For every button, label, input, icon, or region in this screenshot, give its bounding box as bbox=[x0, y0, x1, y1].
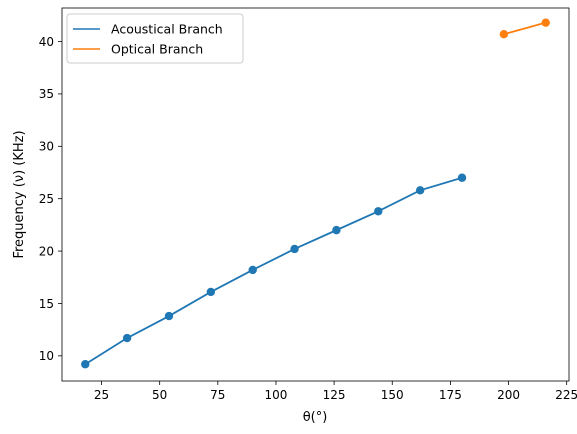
data-point-acoustical-branch bbox=[332, 226, 340, 234]
data-point-acoustical-branch bbox=[81, 360, 89, 368]
x-tick-label: 25 bbox=[94, 388, 109, 402]
x-tick-label: 125 bbox=[323, 388, 346, 402]
x-tick-label: 100 bbox=[265, 388, 288, 402]
y-tick-label: 30 bbox=[39, 140, 54, 154]
data-point-acoustical-branch bbox=[458, 174, 466, 182]
data-point-acoustical-branch bbox=[290, 245, 298, 253]
y-tick-label: 25 bbox=[39, 192, 54, 206]
x-axis-label: θ(°) bbox=[303, 410, 328, 425]
y-tick-label: 20 bbox=[39, 244, 54, 258]
legend: Acoustical Branch Optical Branch bbox=[67, 14, 243, 63]
y-tick-label: 10 bbox=[39, 349, 54, 363]
x-tick-label: 150 bbox=[381, 388, 404, 402]
y-tick-label: 35 bbox=[39, 87, 54, 101]
y-tick-label: 15 bbox=[39, 297, 54, 311]
data-point-optical-branch bbox=[542, 18, 550, 26]
legend-label-optical: Optical Branch bbox=[111, 42, 203, 57]
y-axis-ticks: 10 15 20 25 30 35 40 bbox=[39, 35, 62, 363]
data-point-acoustical-branch bbox=[249, 266, 257, 274]
x-tick-label: 75 bbox=[210, 388, 225, 402]
y-tick-label: 40 bbox=[39, 35, 54, 49]
x-tick-label: 175 bbox=[439, 388, 462, 402]
data-point-optical-branch bbox=[500, 30, 508, 38]
data-point-acoustical-branch bbox=[123, 334, 131, 342]
x-axis-ticks: 25 50 75 100 125 150 175 200 225 bbox=[94, 381, 577, 402]
data-point-acoustical-branch bbox=[165, 312, 173, 320]
x-tick-label: 225 bbox=[555, 388, 577, 402]
y-axis-label: Frequency (ν) (KHz) bbox=[12, 130, 27, 258]
data-point-acoustical-branch bbox=[416, 186, 424, 194]
x-tick-label: 200 bbox=[497, 388, 520, 402]
data-point-acoustical-branch bbox=[207, 288, 215, 296]
plot-area bbox=[62, 8, 569, 381]
x-tick-label: 50 bbox=[152, 388, 167, 402]
legend-label-acoustical: Acoustical Branch bbox=[111, 22, 223, 37]
data-point-acoustical-branch bbox=[374, 207, 382, 215]
